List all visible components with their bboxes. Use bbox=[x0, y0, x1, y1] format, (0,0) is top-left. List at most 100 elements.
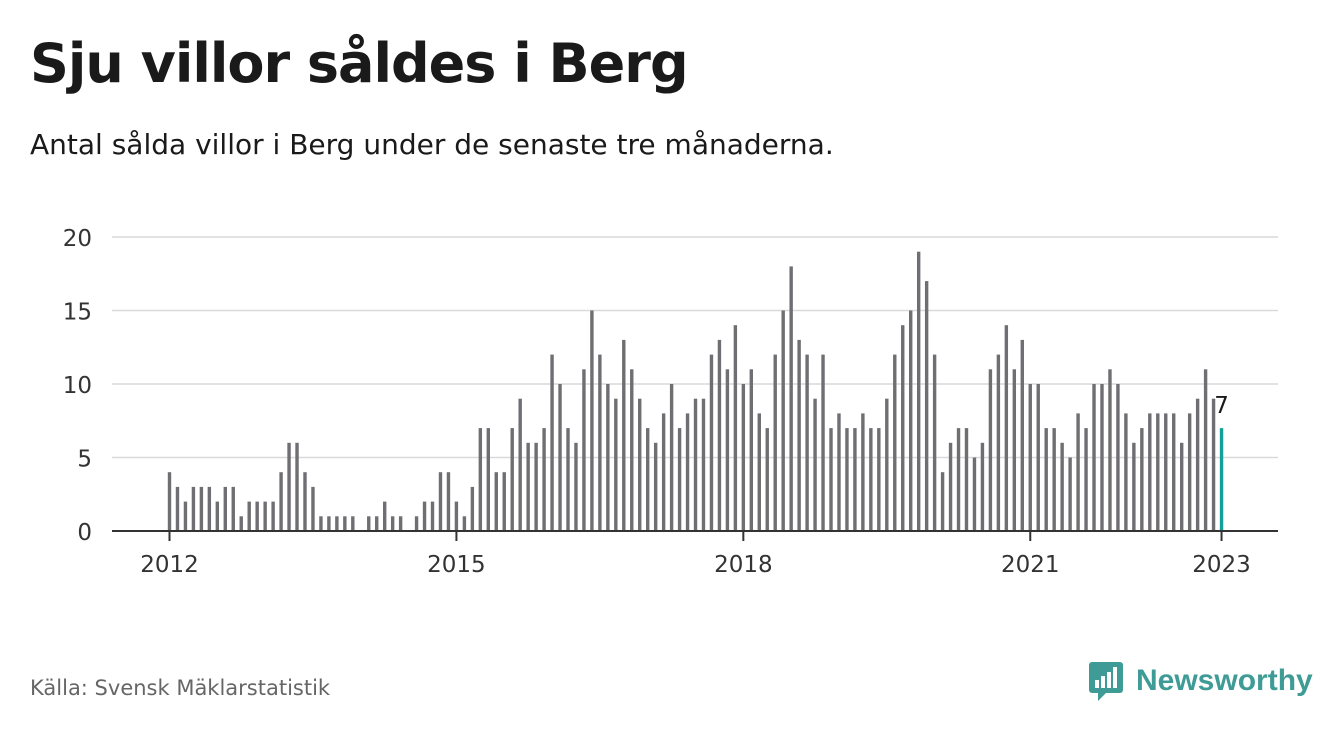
bar bbox=[853, 428, 857, 531]
x-tick-label: 2023 bbox=[1192, 552, 1251, 578]
bar bbox=[175, 486, 180, 531]
bar bbox=[717, 339, 722, 531]
bar bbox=[877, 428, 881, 531]
bar bbox=[1028, 384, 1032, 531]
bar bbox=[765, 428, 769, 531]
bar bbox=[901, 325, 905, 531]
y-tick-label: 10 bbox=[63, 373, 92, 399]
bar bbox=[781, 310, 785, 531]
bar bbox=[1164, 413, 1168, 531]
bar bbox=[677, 428, 682, 531]
bar bbox=[932, 354, 937, 531]
bar bbox=[606, 384, 610, 531]
bar bbox=[598, 354, 602, 531]
bar bbox=[319, 516, 323, 531]
brand-name: Newsworthy bbox=[1136, 664, 1313, 697]
bar bbox=[542, 428, 546, 531]
bar bbox=[741, 384, 746, 531]
bar bbox=[558, 384, 562, 531]
bar bbox=[462, 516, 467, 531]
bar bbox=[749, 369, 754, 531]
bar bbox=[1187, 413, 1192, 531]
bar bbox=[869, 428, 873, 531]
bar-chart: 0 5 10 15 20 2012 2015 2018 2021 2023 7 bbox=[63, 226, 1278, 578]
bar bbox=[669, 384, 674, 531]
bar bbox=[231, 486, 235, 531]
bar bbox=[797, 339, 801, 531]
bar bbox=[1092, 384, 1096, 531]
bar bbox=[510, 428, 514, 531]
bar bbox=[693, 398, 698, 531]
bar bbox=[725, 369, 730, 531]
bar bbox=[478, 428, 483, 531]
bar bbox=[247, 501, 251, 531]
bar bbox=[446, 472, 451, 531]
bar bbox=[1148, 413, 1152, 531]
bar bbox=[996, 354, 1001, 531]
source-note: Källa: Svensk Mäklarstatistik bbox=[30, 676, 331, 700]
bar bbox=[1219, 428, 1224, 531]
bar bbox=[255, 501, 259, 531]
bar bbox=[1084, 428, 1088, 531]
bar bbox=[845, 428, 849, 531]
newsworthy-logo-icon bbox=[1089, 662, 1123, 701]
bar bbox=[948, 442, 953, 531]
bar bbox=[438, 472, 443, 531]
bar bbox=[183, 501, 188, 531]
bar bbox=[199, 486, 204, 531]
chart-subtitle: Antal sålda villor i Berg under de senas… bbox=[30, 128, 834, 161]
bar bbox=[1020, 339, 1024, 531]
bar bbox=[390, 516, 395, 531]
bar bbox=[940, 472, 945, 531]
chart-title: Sju villor såldes i Berg bbox=[30, 32, 689, 95]
bar bbox=[813, 398, 817, 531]
bar bbox=[430, 501, 435, 531]
bar bbox=[773, 354, 777, 531]
bar bbox=[382, 501, 387, 531]
bar bbox=[1156, 413, 1160, 531]
bar bbox=[207, 486, 212, 531]
highlight-data-label: 7 bbox=[1214, 393, 1229, 419]
bar bbox=[167, 472, 172, 531]
bar bbox=[582, 369, 586, 531]
bar bbox=[1036, 384, 1040, 531]
bar bbox=[614, 398, 618, 531]
bar bbox=[1012, 369, 1017, 531]
bar bbox=[805, 354, 809, 531]
y-tick-label: 15 bbox=[63, 300, 92, 326]
bar bbox=[398, 516, 403, 531]
bar bbox=[566, 428, 570, 531]
bar bbox=[574, 442, 578, 531]
bar bbox=[709, 354, 714, 531]
bar bbox=[646, 428, 650, 531]
bar bbox=[335, 516, 339, 531]
bar bbox=[861, 413, 865, 531]
bar bbox=[988, 369, 993, 531]
bar bbox=[1140, 428, 1144, 531]
bar bbox=[1211, 398, 1216, 531]
bar bbox=[909, 310, 913, 531]
bar bbox=[215, 501, 220, 531]
bar bbox=[223, 486, 227, 531]
bar bbox=[367, 516, 371, 531]
bar bbox=[454, 501, 459, 531]
bar bbox=[956, 428, 961, 531]
bar bbox=[518, 398, 522, 531]
x-tick-label: 2021 bbox=[1001, 552, 1060, 578]
bar bbox=[885, 398, 889, 531]
bar bbox=[1116, 384, 1120, 531]
bar bbox=[1132, 442, 1136, 531]
bar bbox=[837, 413, 841, 531]
bar bbox=[343, 516, 347, 531]
bar bbox=[1004, 325, 1009, 531]
bar bbox=[351, 516, 355, 531]
bar bbox=[924, 281, 929, 531]
bar bbox=[829, 428, 833, 531]
bar bbox=[303, 472, 307, 531]
brand[interactable]: Newsworthy bbox=[1088, 660, 1313, 702]
bar bbox=[279, 472, 283, 531]
bar bbox=[494, 472, 498, 531]
bar bbox=[821, 354, 825, 531]
bar bbox=[263, 501, 267, 531]
x-tick-label: 2018 bbox=[714, 552, 773, 578]
